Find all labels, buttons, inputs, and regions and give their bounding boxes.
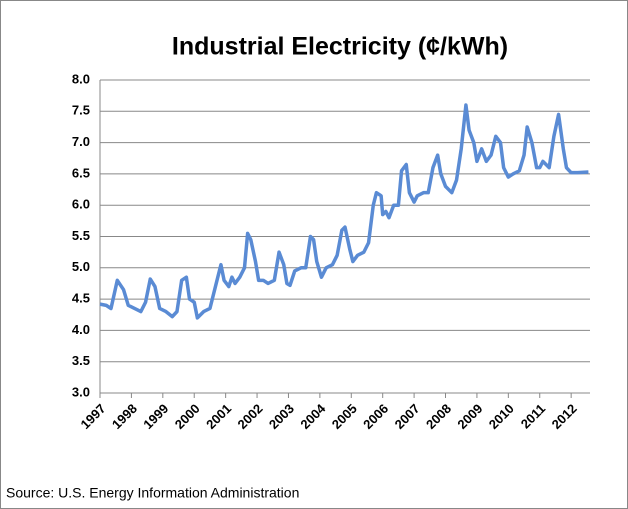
y-tick-label: 4.0 [72,322,90,337]
y-tick-label: 7.0 [72,134,90,149]
data-line [99,103,589,320]
y-tick-label: 6.0 [72,197,90,212]
y-tick-label: 6.5 [72,165,90,180]
y-tick-label: 5.0 [72,259,90,274]
y-tick-label: 8.0 [72,71,90,86]
y-tick-label: 7.5 [72,103,90,118]
y-tick-label: 5.5 [72,228,90,243]
y-tick-label: 4.5 [72,291,90,306]
chart-title: Industrial Electricity (¢/kWh) [172,33,508,61]
y-tick-label: 3.0 [72,384,90,399]
source-note: Source: U.S. Energy Information Administ… [6,485,299,501]
y-tick-label: 3.5 [72,353,90,368]
